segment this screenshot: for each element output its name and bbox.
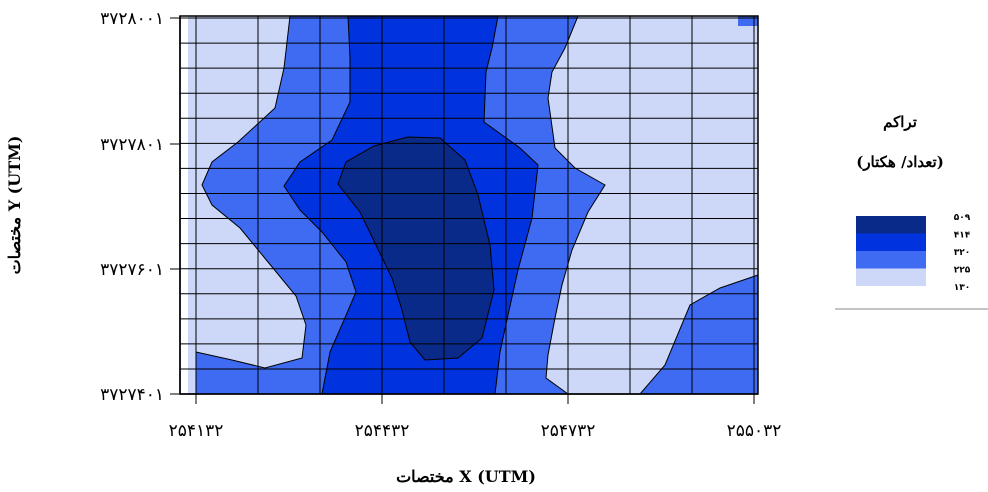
legend-label-414: ۴۱۴ [954,231,971,241]
contour-line-225-left [195,15,307,369]
contour-line-225-bottom-right [639,274,759,395]
x-axis: ۲۵۴۱۳۲ ۲۵۴۴۳۲ ۲۵۴۷۳۲ ۲۵۵۰۳۲ مختصات X (UT… [169,393,782,486]
y-tick-label-1: ۳۷۲۸۰۰۱ [100,9,164,29]
x-tick-label-3: ۲۵۴۷۳۲ [541,421,596,441]
legend-label-225: ۲۲۵ [954,266,971,276]
contour-line-320 [283,15,357,395]
legend-label-509: ۵۰۹ [954,213,971,223]
y-axis-title: مختصات Y (UTM) [5,136,24,275]
contour-line-414 [337,136,495,361]
grid-lines [180,16,758,394]
legend-swatch-414 [856,233,926,251]
plot-area [179,15,759,395]
contour-line-320-right [483,15,539,395]
contour-line-225 [545,15,606,395]
legend: تراکم (تعداد/ هکتار) ۵۰۹ ۴۱۴ ۳۲۰ ۲۲۵ ۱۳۰ [835,113,988,310]
x-tick-label-2: ۲۵۴۴۳۲ [355,421,410,441]
legend-swatch-509 [856,216,926,234]
y-tick-label-4: ۳۷۲۷۴۰۱ [100,385,164,405]
legend-swatch-225 [856,268,926,286]
legend-swatch-320 [856,251,926,269]
y-tick-label-2: ۳۷۲۷۸۰۱ [100,135,164,155]
legend-label-130: ۱۳۰ [954,283,970,293]
y-tick-label-3: ۳۷۲۷۶۰۱ [100,260,164,280]
legend-subtitle: (تعداد/ هکتار) [856,153,944,171]
x-axis-title: مختصات X (UTM) [396,467,536,486]
legend-label-320: ۳۲۰ [954,248,970,258]
x-tick-label-1: ۲۵۴۱۳۲ [169,421,224,441]
contour-band-top-right [738,16,758,26]
plot-left-strip [180,16,188,394]
legend-title: تراکم [883,113,917,131]
x-tick-label-4: ۲۵۵۰۳۲ [727,421,782,441]
contour-band-414-509 [338,137,494,360]
legend-swatches: ۵۰۹ ۴۱۴ ۳۲۰ ۲۲۵ ۱۳۰ [856,213,971,293]
y-axis: ۳۷۲۸۰۰۱ ۳۷۲۷۸۰۱ ۳۷۲۷۶۰۱ ۳۷۲۷۴۰۱ مختصات Y… [5,9,181,405]
